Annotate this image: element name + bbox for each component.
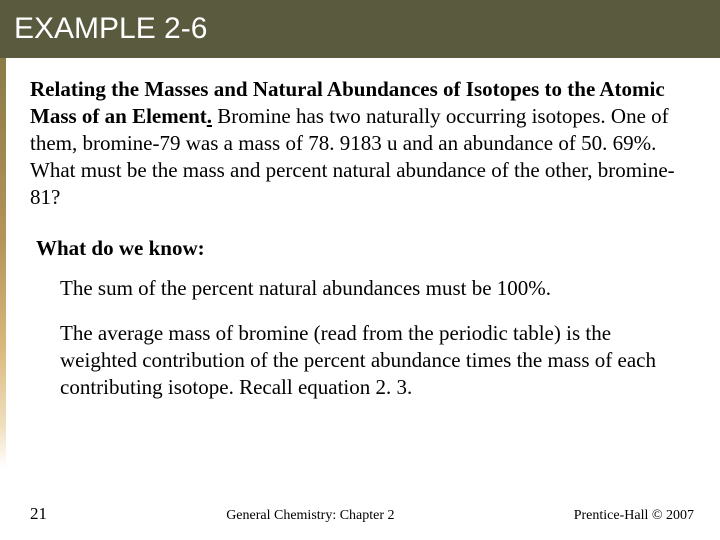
slide-footer: 21 General Chemistry: Chapter 2 Prentice… [0, 504, 720, 524]
slide-header: EXAMPLE 2-6 [0, 0, 720, 58]
know-point-1: The sum of the percent natural abundance… [60, 275, 686, 302]
example-title: EXAMPLE 2-6 [14, 12, 207, 46]
slide-content: Relating the Masses and Natural Abundanc… [0, 58, 720, 429]
footer-copyright: Prentice-Hall © 2007 [574, 508, 694, 524]
know-point-2: The average mass of bromine (read from t… [60, 320, 686, 401]
what-we-know-heading: What do we know: [36, 236, 686, 261]
footer-center-text: General Chemistry: Chapter 2 [47, 508, 574, 524]
problem-statement: Relating the Masses and Natural Abundanc… [30, 76, 686, 210]
left-accent-bar [0, 58, 6, 468]
page-number: 21 [30, 504, 47, 524]
